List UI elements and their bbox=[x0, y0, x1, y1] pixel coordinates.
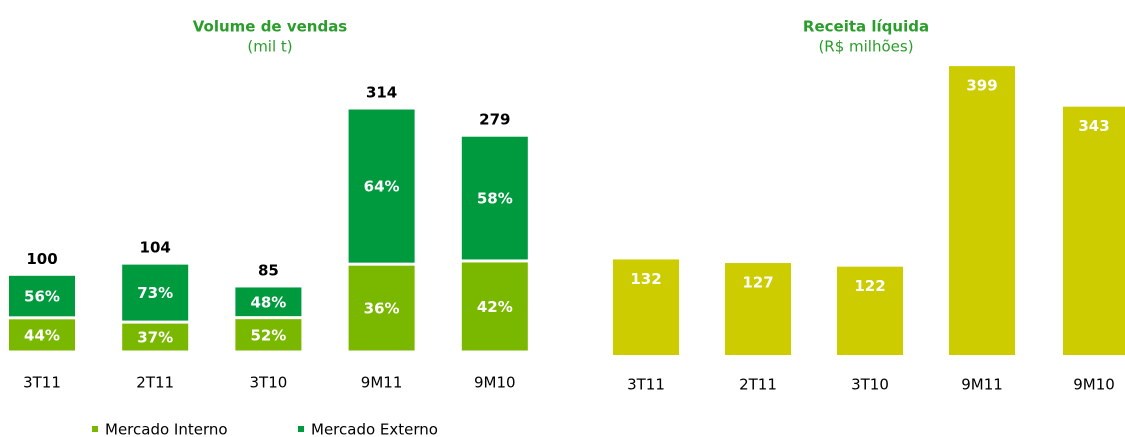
x-tick-label: 9M10 bbox=[474, 374, 516, 392]
total-label: 100 bbox=[26, 250, 57, 268]
bar-segment bbox=[348, 265, 415, 351]
legend-label: Mercado Externo bbox=[311, 421, 438, 437]
data-label: 73% bbox=[137, 284, 173, 302]
bar-segment bbox=[348, 109, 415, 263]
legend-swatch bbox=[92, 426, 98, 432]
x-tick-label: 3T10 bbox=[250, 374, 288, 392]
data-label: 64% bbox=[364, 178, 400, 196]
bar bbox=[725, 263, 791, 355]
x-tick-label: 2T11 bbox=[739, 376, 777, 394]
total-label: 104 bbox=[140, 239, 171, 257]
data-label: 122 bbox=[854, 277, 885, 295]
bar bbox=[1063, 106, 1125, 355]
bar-segment bbox=[122, 264, 189, 321]
bar-segment bbox=[122, 323, 189, 351]
data-label: 37% bbox=[137, 329, 173, 347]
total-label: 85 bbox=[258, 261, 279, 279]
bar bbox=[837, 266, 903, 355]
x-tick-label: 3T11 bbox=[23, 374, 61, 392]
chart-title: Volume de vendas bbox=[193, 18, 348, 36]
x-tick-label: 2T11 bbox=[136, 374, 174, 392]
legend-label: Mercado Interno bbox=[105, 421, 228, 437]
bar-segment bbox=[461, 262, 528, 351]
x-tick-label: 9M10 bbox=[1073, 376, 1115, 394]
data-label: 44% bbox=[24, 326, 60, 344]
bar-segment bbox=[235, 287, 302, 317]
bar bbox=[613, 259, 679, 355]
data-label: 127 bbox=[742, 274, 773, 292]
bar-segment bbox=[461, 136, 528, 260]
bar-segment bbox=[9, 275, 75, 317]
bar bbox=[949, 66, 1015, 356]
x-tick-label: 3T11 bbox=[627, 376, 665, 394]
data-label: 56% bbox=[24, 288, 60, 306]
chart-title: Receita líquida bbox=[803, 18, 929, 36]
data-label: 58% bbox=[477, 190, 513, 208]
x-tick-label: 3T10 bbox=[851, 376, 889, 394]
data-label: 132 bbox=[630, 270, 661, 288]
bar-segment bbox=[235, 319, 302, 351]
x-tick-label: 9M11 bbox=[361, 374, 403, 392]
data-label: 399 bbox=[966, 77, 997, 95]
chart-subtitle: (mil t) bbox=[247, 38, 292, 56]
total-label: 314 bbox=[366, 84, 397, 102]
data-label: 36% bbox=[364, 300, 400, 318]
total-label: 279 bbox=[479, 111, 510, 129]
bar-segment bbox=[9, 319, 75, 351]
legend-swatch bbox=[298, 426, 304, 432]
data-label: 52% bbox=[250, 326, 286, 344]
chart-subtitle: (R$ milhões) bbox=[818, 38, 913, 56]
data-label: 48% bbox=[250, 293, 286, 311]
data-label: 42% bbox=[477, 298, 513, 316]
data-label: 343 bbox=[1078, 117, 1109, 135]
x-tick-label: 9M11 bbox=[961, 376, 1003, 394]
